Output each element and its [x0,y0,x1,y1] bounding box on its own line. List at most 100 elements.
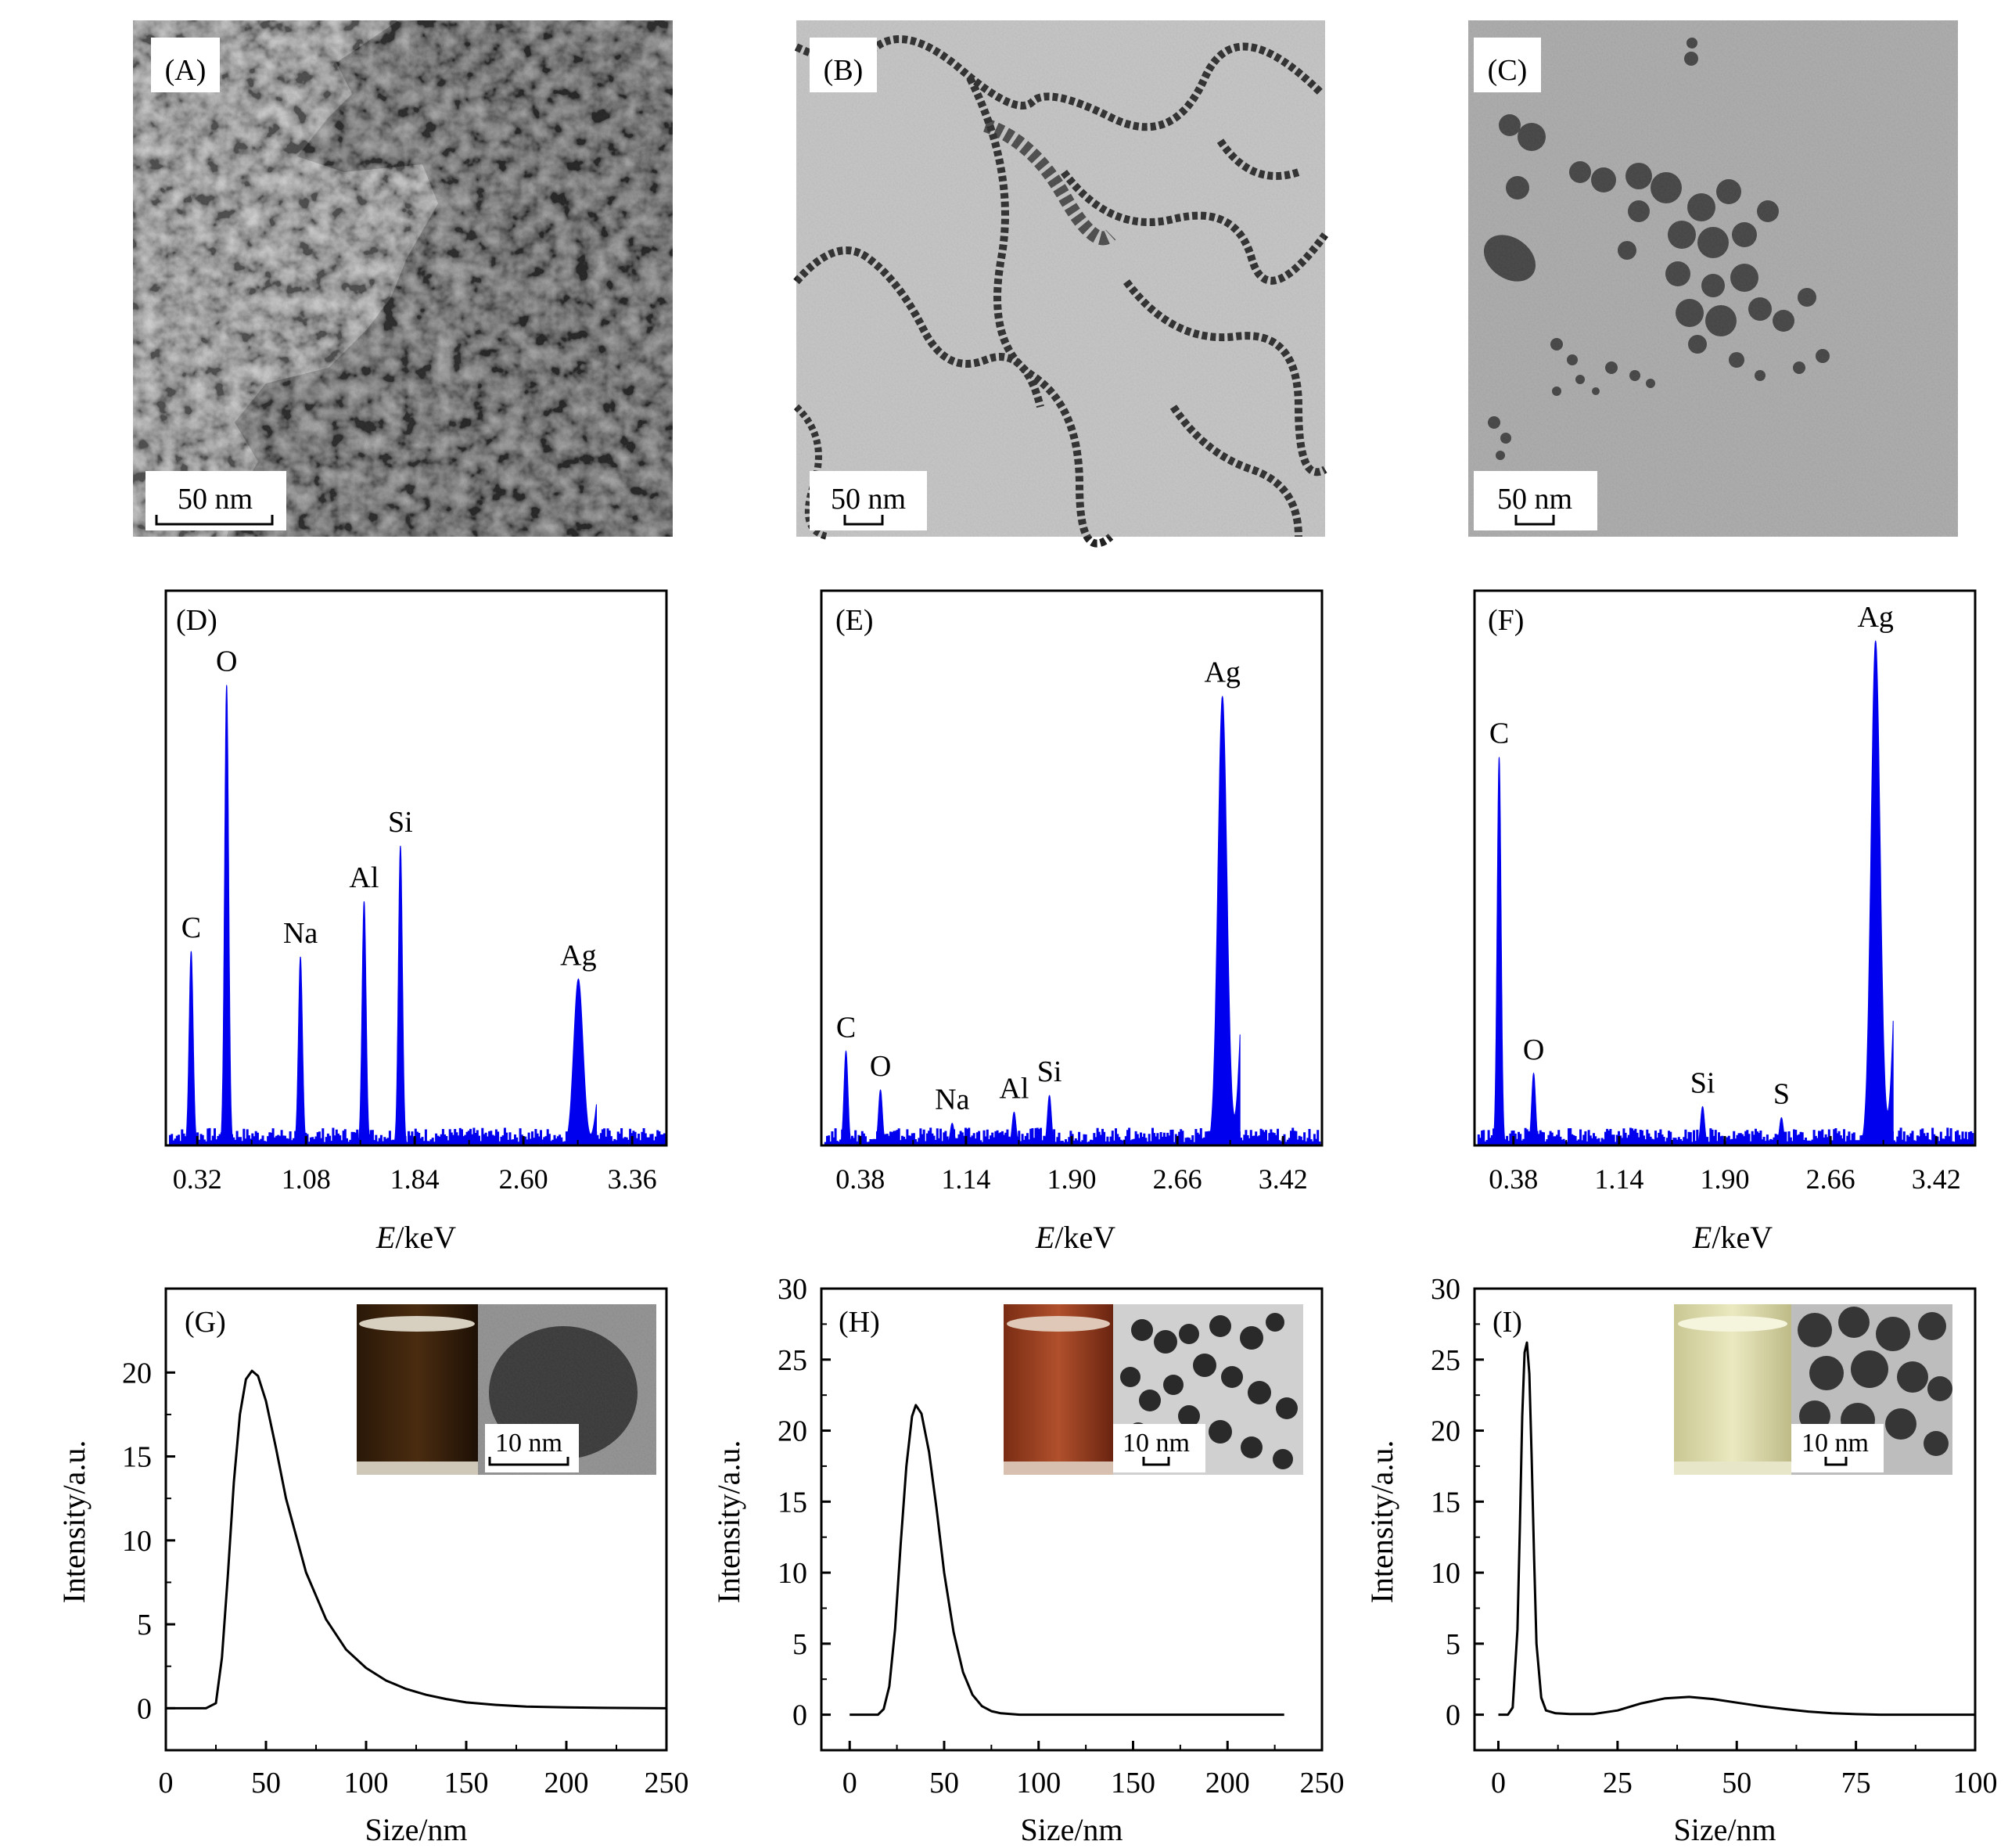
eds-peak-c [1491,757,1507,1146]
eds-peak-c [838,1050,854,1146]
y-tick-label: 25 [778,1344,807,1377]
x-tick-label: 50 [251,1767,281,1799]
x-tick-label: 0.32 [173,1163,222,1195]
size-distribution-g: 0 50 100 150 200 250 0 5 10 15 20 [122,1357,689,1799]
x-tick-label: 50 [929,1767,959,1799]
x-tick-label: 3.36 [608,1163,657,1195]
x-tick-label: 0.38 [1489,1163,1538,1195]
y-tick-label: 5 [792,1628,807,1661]
y-tick-label: 0 [137,1692,152,1725]
x-ticks-f: 0.38 1.14 1.90 2.66 3.42 [1489,1136,1961,1195]
x-tick-label: 2.66 [1153,1163,1202,1195]
eds-peak-na [943,1122,961,1146]
y-tick-label: 15 [1431,1486,1460,1519]
plot-frame [820,1287,1324,1752]
y-tick-label: 20 [778,1415,807,1448]
y-tick-label: 30 [778,1273,807,1306]
inset-scale-label: 10 nm [1801,1429,1869,1458]
x-tick-label: 3.42 [1912,1163,1961,1195]
x-tick-label: 200 [1205,1767,1250,1799]
y-tick-label: 15 [778,1486,807,1519]
panel-label: (D) [176,604,217,637]
y-axis-label: Intensity/a.u. [711,1440,746,1604]
y-tick-label: 20 [122,1357,152,1390]
x-tick-label: 250 [1300,1767,1345,1799]
tem-label: (B) [824,54,864,87]
peak-label: Si [1690,1066,1715,1099]
peak-label: O [216,645,237,678]
y-tick-label: 0 [792,1699,807,1732]
scale-bar-label: 50 nm [178,483,253,516]
eds-spectrum-f: C O Si S Ag [1477,601,1974,1146]
dls-chart-g: 0 50 100 150 200 250 0 5 10 15 20 (G) Size/nm Inte… [56,1287,689,1847]
x-tick-label: 100 [1953,1767,1998,1799]
peak-label: S [1773,1078,1790,1111]
y-tick-label: 5 [137,1609,152,1641]
x-tick-label: 150 [444,1767,489,1799]
peak-label: C [1489,717,1509,750]
plot-frame [1473,1287,1977,1752]
eds-peak-si [392,846,409,1146]
y-tick-label: 25 [1431,1344,1460,1377]
y-axis-label: Intensity/a.u. [56,1440,92,1604]
size-distribution-i: 0 25 50 75 100 0 5 10 15 20 25 30 [1431,1273,1998,1799]
y-tick-label: 20 [1431,1415,1460,1448]
y-tick-label: 10 [778,1557,807,1590]
panel-label: (I) [1493,1306,1522,1339]
inset-h: 10 nm [1004,1304,1303,1475]
eds-peak-o [1525,1072,1542,1146]
x-tick-label: 100 [344,1767,389,1799]
eds-peak-s [1773,1116,1790,1146]
plot-frame [164,1287,668,1752]
y-tick-label: 5 [1446,1628,1460,1661]
x-tick-label: 25 [1603,1767,1633,1799]
x-tick-label: 2.60 [499,1163,548,1195]
peak-label: C [836,1012,856,1044]
x-tick-label: 0 [1491,1767,1506,1799]
y-tick-label: 10 [122,1525,152,1558]
x-tick-label: 100 [1016,1767,1061,1799]
x-tick-label: 1.90 [1701,1163,1750,1195]
eds-peak-al [355,901,372,1146]
eds-peak-ag [1857,640,1894,1146]
peak-label: Na [935,1084,969,1116]
inset-i: 10 nm [1674,1304,1952,1475]
y-tick-label: 0 [1446,1699,1460,1732]
x-tick-label: 2.66 [1806,1163,1855,1195]
eds-peak-na [292,956,309,1146]
eds-peak-si [1041,1095,1058,1146]
x-tick-label: 1.90 [1047,1163,1097,1195]
peak-label: C [181,911,201,944]
y-tick-label: 15 [122,1441,152,1474]
panel-label: (G) [185,1306,226,1339]
eds-chart-d: C O Na Al Si Ag (D) 0.32 1.08 1.84 2.60 3.36 E/ke… [164,589,668,1255]
x-axis-label: E/keV [375,1220,456,1255]
x-ticks-d: 0.32 1.08 1.84 2.60 3.36 [173,1136,657,1195]
distribution-line [850,1404,1284,1717]
peak-label: O [870,1050,891,1083]
inset-g: 10 nm [357,1304,656,1475]
peak-label: Al [349,861,379,894]
distribution-line [166,1369,667,1710]
peak-label: Al [999,1073,1029,1106]
x-axis-label: Size/nm [1673,1812,1776,1847]
eds-spectrum-d: C O Na Al Si Ag [169,645,666,1146]
panel-label: (H) [839,1306,880,1339]
inset-scale-label: 10 nm [1123,1429,1190,1458]
eds-peak-ag [559,978,597,1146]
peak-label: Ag [1857,601,1893,634]
size-distribution-h: 0 50 100 150 200 250 0 5 10 15 20 25 30 [778,1273,1345,1799]
x-tick-label: 200 [544,1767,589,1799]
x-tick-label: 0 [159,1767,174,1799]
eds-peak-c [182,951,199,1146]
peak-label: O [1523,1034,1544,1066]
tem-panel-c: (C) 50 nm [1468,20,1958,537]
x-tick-label: 1.14 [941,1163,990,1195]
peak-label: Si [1037,1055,1062,1088]
eds-peak-o [218,685,235,1146]
tem-label: (C) [1488,54,1528,87]
peak-label: Si [388,806,413,839]
x-tick-label: 0.38 [835,1163,885,1195]
x-axis-label: Size/nm [1020,1812,1123,1847]
